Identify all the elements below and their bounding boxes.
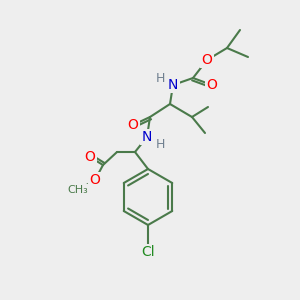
Text: H: H (155, 71, 165, 85)
Text: O: O (128, 118, 138, 132)
Text: O: O (207, 78, 218, 92)
Text: N: N (142, 130, 152, 144)
Text: O: O (90, 173, 101, 187)
Text: N: N (168, 78, 178, 92)
Text: O: O (202, 53, 212, 67)
Text: Cl: Cl (141, 245, 155, 259)
Text: CH₃: CH₃ (68, 185, 88, 195)
Text: H: H (155, 139, 165, 152)
Text: O: O (85, 150, 95, 164)
